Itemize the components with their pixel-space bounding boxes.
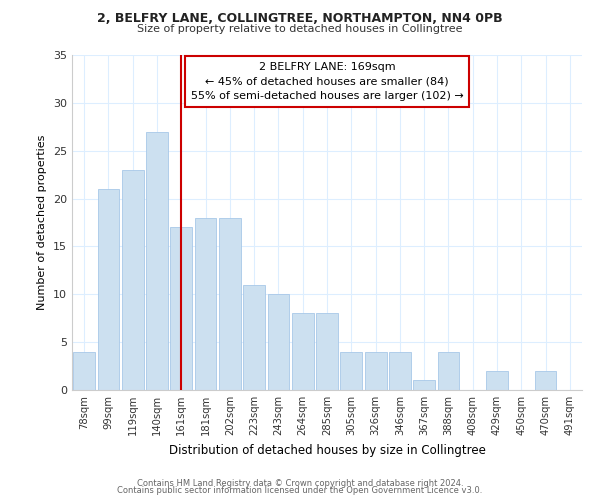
Bar [268, 294, 289, 390]
Bar [97, 189, 119, 390]
Text: 2 BELFRY LANE: 169sqm
← 45% of detached houses are smaller (84)
55% of semi-deta: 2 BELFRY LANE: 169sqm ← 45% of detached … [191, 62, 463, 102]
Bar [486, 371, 508, 390]
Bar [122, 170, 143, 390]
Bar [219, 218, 241, 390]
Bar [194, 218, 217, 390]
Text: Contains HM Land Registry data © Crown copyright and database right 2024.: Contains HM Land Registry data © Crown c… [137, 478, 463, 488]
Bar [73, 352, 95, 390]
Text: Size of property relative to detached houses in Collingtree: Size of property relative to detached ho… [137, 24, 463, 34]
Text: Contains public sector information licensed under the Open Government Licence v3: Contains public sector information licen… [118, 486, 482, 495]
Bar [292, 314, 314, 390]
Bar [389, 352, 411, 390]
Y-axis label: Number of detached properties: Number of detached properties [37, 135, 47, 310]
Bar [170, 228, 192, 390]
Bar [146, 132, 168, 390]
Text: 2, BELFRY LANE, COLLINGTREE, NORTHAMPTON, NN4 0PB: 2, BELFRY LANE, COLLINGTREE, NORTHAMPTON… [97, 12, 503, 26]
Bar [340, 352, 362, 390]
Bar [365, 352, 386, 390]
Bar [243, 284, 265, 390]
X-axis label: Distribution of detached houses by size in Collingtree: Distribution of detached houses by size … [169, 444, 485, 456]
Bar [437, 352, 460, 390]
Bar [535, 371, 556, 390]
Bar [316, 314, 338, 390]
Bar [413, 380, 435, 390]
